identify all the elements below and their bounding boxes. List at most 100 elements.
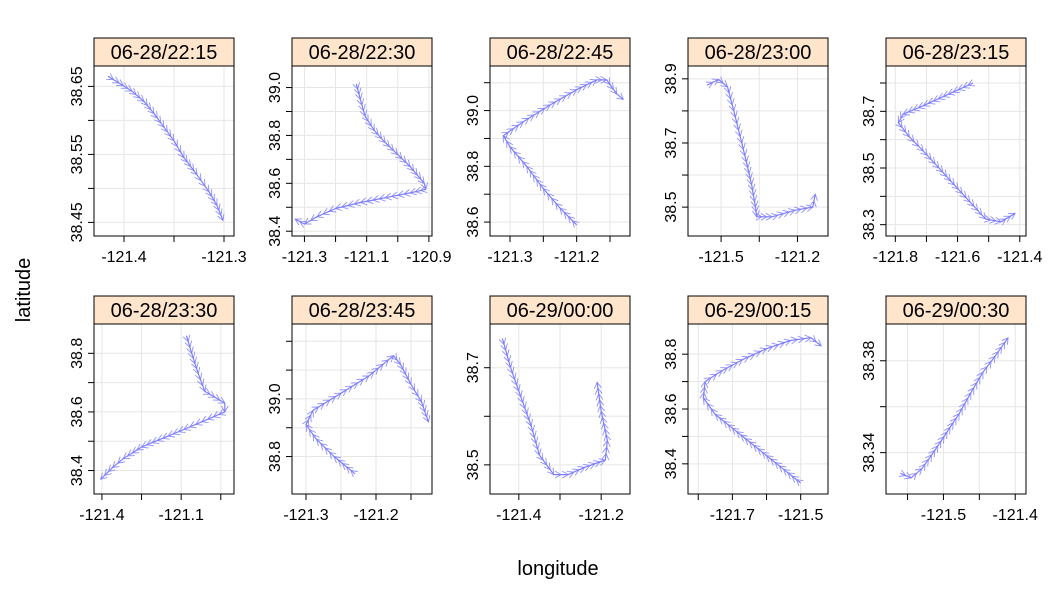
track-arrowhead	[742, 161, 751, 169]
track-arrowhead	[752, 444, 761, 453]
track-arrowhead	[340, 201, 349, 210]
track-arrowhead	[192, 366, 201, 375]
track-arrowhead	[598, 458, 607, 466]
track-arrowhead	[324, 447, 333, 455]
track-arrowhead	[164, 129, 172, 138]
track-arrowhead	[988, 355, 996, 364]
track-arrowhead	[765, 212, 773, 221]
track-arrowhead	[212, 393, 221, 401]
track-arrowhead	[937, 435, 945, 444]
track-arrowhead	[521, 160, 530, 169]
panel-strip	[687, 295, 829, 325]
track-arrowhead	[359, 109, 368, 118]
track-arrowhead	[952, 412, 960, 421]
track-arrowhead	[509, 146, 517, 154]
track-arrowhead	[521, 117, 530, 125]
track-arrowhead	[750, 200, 759, 208]
track-arrowhead	[498, 337, 507, 346]
track-arrowhead	[598, 410, 607, 419]
panel-6: 06-28/23:30 -121.4 -121.1 38.4 38.6 38.8	[69, 295, 235, 524]
track-arrowhead	[709, 373, 718, 381]
track-arrowhead	[783, 338, 792, 346]
track-arrowhead	[970, 381, 978, 390]
track-arrowhead	[384, 192, 393, 201]
track-arrowhead	[513, 151, 521, 159]
track-arrowhead	[984, 360, 992, 369]
y-tick-label: 38.6	[465, 206, 482, 237]
track-arrowhead	[934, 440, 942, 449]
track-arrowhead	[312, 433, 320, 442]
track-arrowhead	[595, 76, 603, 84]
track-arrowhead	[147, 106, 155, 115]
track-arrowhead	[206, 413, 215, 421]
track-arrowhead	[536, 452, 544, 461]
track-arrowhead	[202, 387, 211, 395]
track-arrowhead	[991, 350, 999, 359]
track-arrowhead	[551, 197, 559, 206]
track-arrowhead	[745, 172, 753, 180]
track-arrowhead	[603, 77, 611, 86]
track-arrowhead	[738, 142, 746, 151]
y-tick-label: 38.3	[861, 209, 878, 240]
track-arrowhead	[569, 89, 578, 96]
track-arrowhead	[699, 391, 708, 400]
track-arrowhead	[601, 422, 609, 430]
track-arrowhead	[347, 200, 355, 208]
track-arrowhead	[170, 139, 178, 148]
track-arrowhead	[154, 115, 162, 124]
track-arrowhead	[183, 159, 192, 168]
track-arrowhead	[410, 167, 418, 176]
panel-4: 06-28/23:00 -121.5 -121.2 38.5 38.7 38.9	[663, 37, 829, 266]
track-arrowhead	[770, 212, 779, 221]
track-arrowhead	[150, 111, 158, 119]
track-arrowhead	[814, 339, 822, 347]
track-arrowhead	[186, 346, 194, 355]
track-arrowhead	[1001, 337, 1009, 345]
track-arrowhead	[976, 371, 984, 380]
panel-strip-label: 06-28/22:45	[507, 42, 614, 64]
track-arrowhead	[306, 409, 314, 418]
panel-frame	[291, 323, 433, 495]
track-arrowhead	[517, 395, 525, 404]
track-arrowhead	[207, 390, 216, 398]
track-arrowhead	[983, 215, 992, 223]
track-arrowhead	[757, 448, 765, 456]
track-arrowhead	[602, 439, 611, 448]
track-arrowhead	[946, 422, 954, 430]
track-arrowhead	[302, 419, 310, 428]
panel-10: 06-29/00:30 -121.5 -121.4 38.34 38.38	[861, 295, 1038, 524]
panel-strip	[489, 37, 631, 67]
track-arrowhead	[393, 357, 402, 366]
track-arrowhead	[188, 421, 197, 429]
track-arrowhead	[943, 173, 952, 182]
track-arrowhead	[898, 469, 907, 477]
track-arrowhead	[205, 189, 213, 198]
track-arrowhead	[921, 458, 929, 467]
track-arrowhead	[947, 178, 956, 186]
track-arrowhead	[714, 413, 723, 422]
track-arrowhead	[932, 95, 941, 103]
track-arrowhead	[610, 86, 618, 95]
track-arrowhead	[765, 344, 774, 353]
track-arrowhead	[543, 462, 551, 471]
track-arrowhead	[390, 353, 398, 361]
track-arrowhead	[776, 211, 785, 219]
track-arrowhead	[111, 76, 120, 84]
track-arrowhead	[747, 353, 756, 361]
y-tick-label: 38.4	[663, 448, 680, 479]
panel-frame	[93, 323, 235, 495]
track-arrowhead	[904, 472, 912, 480]
track-arrowhead	[582, 463, 591, 472]
track-arrowhead	[794, 206, 802, 215]
track-arrowhead	[198, 179, 206, 187]
track-arrowhead	[390, 191, 399, 200]
track-arrowhead	[353, 198, 362, 207]
track-arrowhead	[940, 431, 948, 440]
y-tick-label: 38.6	[69, 396, 86, 427]
track-arrowhead	[411, 388, 419, 397]
track-arrowhead	[774, 461, 783, 470]
track-arrowhead	[378, 135, 386, 144]
track-arrowhead	[911, 139, 920, 147]
track-arrowhead	[350, 469, 358, 478]
track-arrowhead	[760, 212, 768, 221]
